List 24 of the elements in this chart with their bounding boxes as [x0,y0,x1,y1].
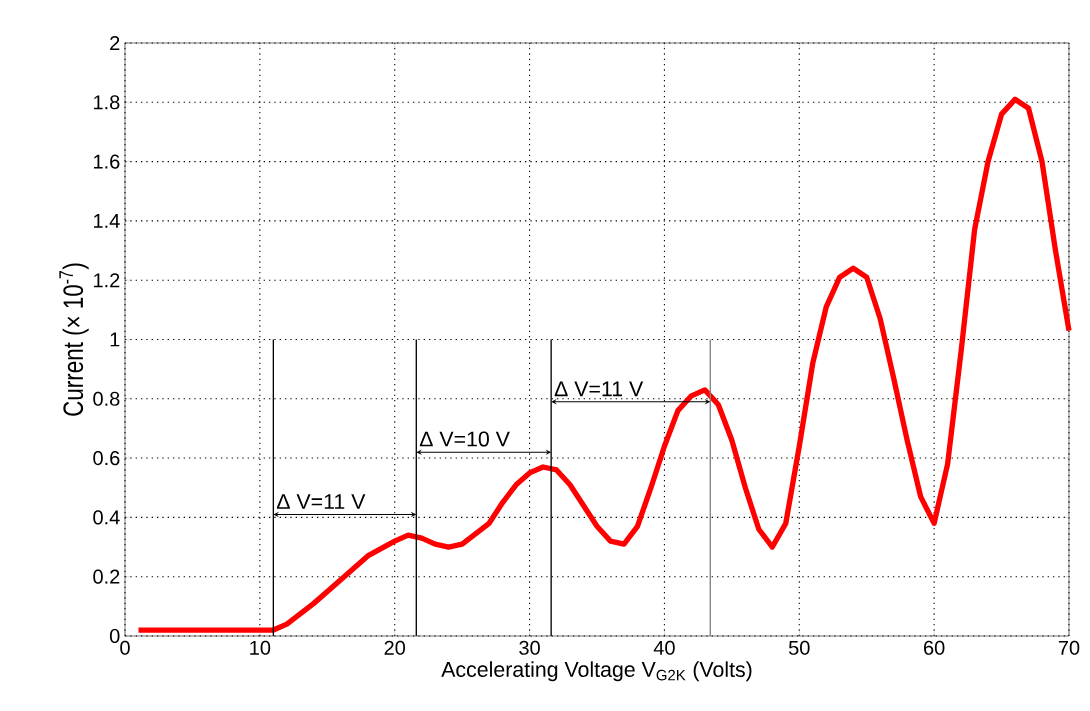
y-tick-label: 2 [110,36,120,50]
y-tick-label: 0.8 [93,391,120,406]
annotation: Δ V=11 V [554,381,644,397]
x-tick-label: 40 [653,640,675,655]
x-tick-label: 0 [120,640,130,655]
x-tick-label: 60 [924,640,945,655]
x-axis-title: Accelerating Voltage V$_{G2K}$ (Volts) [441,661,752,682]
x-tick-label: 30 [519,640,540,655]
y-tick-label: 1.2 [94,273,120,288]
y-tick-label: 1.8 [94,95,120,110]
y-tick-label: 0 [109,628,120,644]
x-tick-label: 50 [788,640,810,655]
x-tick-label: 70 [1058,640,1080,655]
y-tick-label: 1.6 [94,154,120,169]
x-tick-label: 20 [384,640,406,655]
y-tick-label: 0.2 [93,569,120,584]
y-tick-label: 0.6 [93,451,120,466]
x-tick-label: 10 [250,640,271,655]
annotation: Δ V=11 V [276,494,366,509]
annotation: Δ V=10 V [419,431,510,447]
y-axis-title: Current (× 10$^{-7}$) [59,263,89,416]
y-tick-label: 1 [110,332,120,347]
y-tick-label: 1.4 [94,214,120,228]
y-tick-label: 0.4 [93,510,120,525]
